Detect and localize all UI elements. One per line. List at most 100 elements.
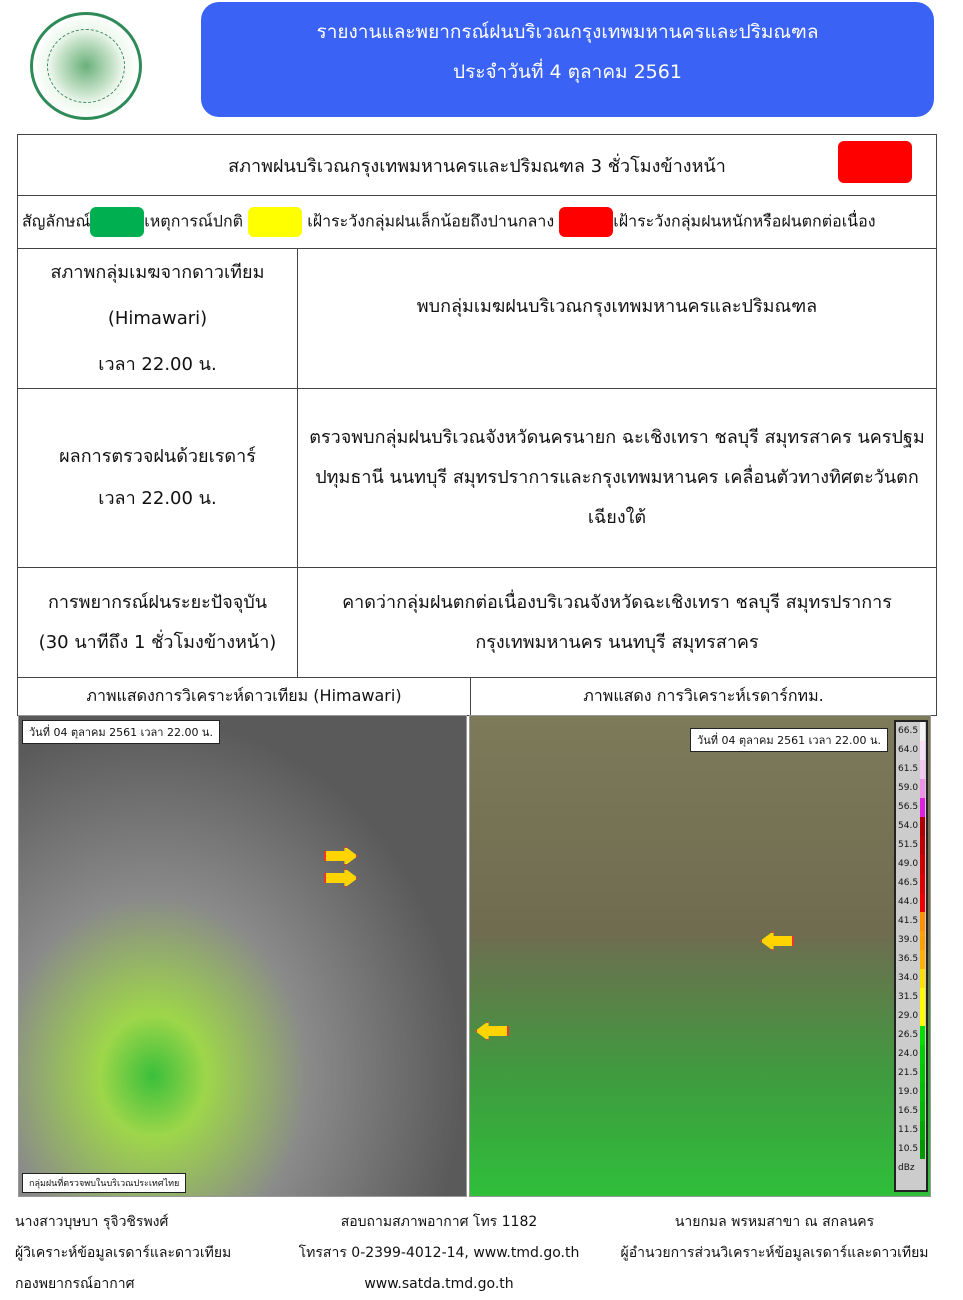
scale-level: 46.5 [896, 874, 926, 893]
report-table: สภาพฝนบริเวณกรุงเทพมหานครและปริมณฑล 3 ชั… [17, 134, 937, 678]
report-date: ประจำวันที่ 4 ตุลาคม 2561 [453, 61, 682, 83]
scale-label: 61.5 [898, 764, 919, 774]
scale-level: 24.0 [896, 1045, 926, 1064]
scale-color [920, 969, 925, 988]
scale-color [920, 855, 925, 874]
scale-color [920, 1102, 925, 1121]
scale-level: 51.5 [896, 836, 926, 855]
scale-color [920, 1007, 925, 1026]
scale-label: 46.5 [898, 878, 919, 888]
satellite-content: พบกลุ่มเมฆฝนบริเวณกรุงเทพมหานครและปริมณฑ… [297, 248, 937, 389]
scale-color [920, 722, 925, 741]
radar-image-header: ภาพแสดง การวิเคราะห์เรดาร์กทม. [470, 677, 937, 716]
scale-color [920, 874, 925, 893]
scale-label: 54.0 [898, 821, 919, 831]
legend-row: สัญลักษณ์ เหตุการณ์ปกติ เฝ้าระวังกลุ่มฝนเ… [17, 195, 937, 249]
scale-level: 44.0 [896, 893, 926, 912]
label-line: ผลการตรวจฝนด้วยเรดาร์ [59, 446, 256, 467]
scale-level: 54.0 [896, 817, 926, 836]
scale-color [920, 1140, 925, 1159]
scale-label: 31.5 [898, 992, 919, 1002]
scale-level: 59.0 [896, 779, 926, 798]
scale-label: 16.5 [898, 1106, 919, 1116]
scale-label: 59.0 [898, 783, 919, 793]
footer-center: สอบถามสภาพอากาศ โทร 1182 โทรสาร 0-2399-40… [294, 1207, 584, 1300]
radar-label: ผลการตรวจฝนด้วยเรดาร์เวลา 22.00 น. [17, 388, 298, 568]
nowcast-content: คาดว่ากลุ่มฝนตกต่อเนื่องบริเวณจังหวัดฉะเ… [297, 567, 937, 678]
scale-label: 41.5 [898, 916, 919, 926]
contact-phone: สอบถามสภาพอากาศ โทร 1182 [340, 1214, 538, 1230]
analyst-name: นางสาวบุษบา รุจิวชิรพงศ์ [15, 1214, 169, 1230]
contact-website[interactable]: www.satda.tmd.go.th [364, 1276, 514, 1292]
legend-swatch-red [559, 207, 614, 237]
scale-level: 36.5 [896, 950, 926, 969]
scale-color [920, 950, 925, 969]
report-title: รายงานและพยากรณ์ฝนบริเวณกรุงเทพมหานครและ… [316, 21, 819, 43]
scale-label: 49.0 [898, 859, 919, 869]
satellite-image: วันที่ 04 ตุลาคม 2561 เวลา 22.00 น. กลุ่… [18, 715, 467, 1197]
analyst-division: กองพยากรณ์อากาศ [15, 1276, 135, 1292]
scale-label: 10.5 [898, 1144, 919, 1154]
arrow-icon [324, 868, 358, 888]
scale-level: 31.5 [896, 988, 926, 1007]
scale-label: 24.0 [898, 1049, 919, 1059]
scale-label: 66.5 [898, 726, 919, 736]
arrow-icon [475, 1021, 509, 1041]
scale-color [920, 1064, 925, 1083]
scale-level: 64.0 [896, 741, 926, 760]
scale-color [920, 779, 925, 798]
scale-label: 19.0 [898, 1087, 919, 1097]
satellite-label: สภาพกลุ่มเมฆจากดาวเทียม (Himawari) เวลา 22… [17, 248, 298, 389]
label-line: การพยากรณ์ฝนระยะปัจจุบัน [47, 591, 268, 613]
radar-stamp: วันที่ 04 ตุลาคม 2561 เวลา 22.00 น. [690, 728, 888, 752]
scale-color [920, 817, 925, 836]
scale-level: 29.0 [896, 1007, 926, 1026]
scale-level: 66.5 [896, 722, 926, 741]
scale-label: 34.0 [898, 973, 919, 983]
scale-label: 64.0 [898, 745, 919, 755]
scale-level: 34.0 [896, 969, 926, 988]
legend-light: เฝ้าระวังกลุ่มฝนเล็กน้อยถึงปานกลาง [307, 211, 555, 231]
label-line: เวลา 22.00 น. [98, 353, 217, 375]
analyst-title: ผู้วิเคราะห์ข้อมูลเรดาร์และดาวเทียม [15, 1245, 232, 1261]
image-header-table: ภาพแสดงการวิเคราะห์ดาวเทียม (Himawari) ภา… [17, 677, 937, 716]
satellite-image-header: ภาพแสดงการวิเคราะห์ดาวเทียม (Himawari) [17, 677, 471, 716]
scale-color [920, 760, 925, 779]
label-line: (30 นาทีถึง 1 ชั่วโมงข้างหน้า) [38, 631, 277, 653]
scale-label: 56.5 [898, 802, 919, 812]
scale-label: 44.0 [898, 897, 919, 907]
legend-swatch-green [90, 207, 145, 237]
scale-level: 10.5 [896, 1140, 926, 1159]
scale-color [920, 931, 925, 950]
footer-left: นางสาวบุษบา รุจิวชิรพงศ์ผู้วิเคราะห์ข้อม… [15, 1207, 231, 1300]
scale-color [920, 912, 925, 931]
label-line: สภาพกลุ่มเมฆจากดาวเทียม [50, 261, 265, 283]
legend-normal: เหตุการณ์ปกติ [144, 211, 244, 231]
label-line: เวลา 22.00 น. [98, 488, 217, 509]
tmd-logo [30, 12, 142, 120]
scale-color [920, 1045, 925, 1064]
status-indicator [838, 141, 912, 183]
scale-level: 41.5 [896, 912, 926, 931]
radar-image: วันที่ 04 ตุลาคม 2561 เวลา 22.00 น. 66.5… [469, 715, 931, 1197]
scale-label: 36.5 [898, 954, 919, 964]
scale-level: 21.5 [896, 1064, 926, 1083]
scale-level: 49.0 [896, 855, 926, 874]
satellite-legend: กลุ่มฝนที่ตรวจพบในบริเวณประเทศไทย [22, 1173, 187, 1193]
legend-swatch-yellow [248, 207, 303, 237]
scale-color [920, 893, 925, 912]
legend-label: สัญลักษณ์ [22, 211, 91, 231]
scale-color [920, 741, 925, 760]
scale-color [920, 1121, 925, 1140]
arrow-icon [324, 846, 358, 866]
satellite-stamp: วันที่ 04 ตุลาคม 2561 เวลา 22.00 น. [22, 720, 220, 744]
scale-level: 61.5 [896, 760, 926, 779]
radar-content: ตรวจพบกลุ่มฝนบริเวณจังหวัดนครนายก ฉะเชิง… [297, 388, 937, 568]
scale-level: 11.5 [896, 1121, 926, 1140]
status-title: สภาพฝนบริเวณกรุงเทพมหานครและปริมณฑล 3 ชั… [228, 155, 726, 177]
scale-color [920, 988, 925, 1007]
scale-color [920, 798, 925, 817]
legend-heavy: เฝ้าระวังกลุ่มฝนหนักหรือฝนตกต่อเนื่อง [613, 211, 876, 231]
scale-level: 26.5 [896, 1026, 926, 1045]
title-banner: รายงานและพยากรณ์ฝนบริเวณกรุงเทพมหานครและ… [201, 2, 934, 117]
